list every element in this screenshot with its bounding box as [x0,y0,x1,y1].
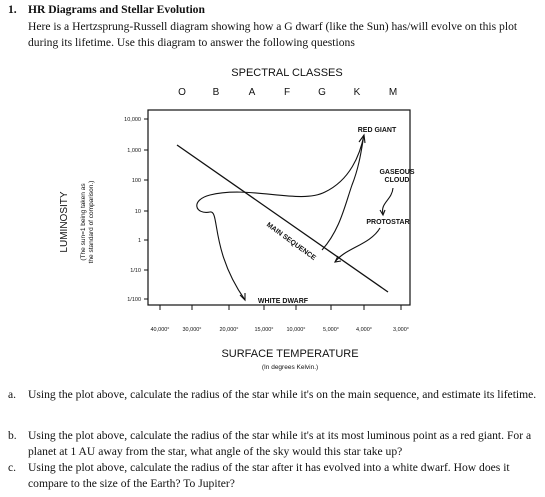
y-tick-label: 100 [132,178,141,184]
hr-diagram: SPECTRAL CLASSES LUMINOSITY (The sun=1 b… [59,67,415,371]
y-tick-label: 1/100 [127,297,141,303]
x-tick-label: 5,000° [323,327,339,333]
red-giant-label: RED GIANT [358,127,397,134]
white-dwarf-label: WHITE DWARF [258,298,309,305]
arrowhead [358,133,366,144]
protostar-to-main [334,227,381,263]
x-tick-label: 20,000° [219,327,238,333]
spectral-class: F [284,87,290,98]
spectral-class: O [178,87,186,98]
main-sequence-label: MAIN SEQUENCE [265,222,317,263]
part-text: Using the plot above, calculate the radi… [28,388,537,401]
arrowhead [334,255,342,263]
part-text: Using the plot above, calculate the radi… [28,461,510,490]
part-letter: a. [8,388,17,401]
y-tick-label: 1,000 [127,148,141,154]
x-tick-label: 10,000° [286,327,305,333]
x-tick-label: 40,000° [150,327,169,333]
y-tick-label: 10,000 [124,117,141,123]
spectral-class: B [213,87,220,98]
part-text: Using the plot above, calculate the radi… [28,429,532,458]
spectral-class: M [389,87,397,98]
y-label: LUMINOSITY [59,191,70,252]
protostar-label: PROTOSTAR [366,219,409,226]
spectral-class: A [249,87,256,98]
post-main-track [196,134,365,301]
x-tick-label: 15,000° [254,327,273,333]
question-number: 1. [8,3,17,16]
main-sequence-line [176,144,389,293]
part-letter: c. [8,461,17,474]
evolution-path [196,133,394,302]
y-tick-label: 1 [138,238,141,244]
question-title: HR Diagrams and Stellar Evolution [28,3,205,16]
spectral-class: G [318,87,326,98]
y-tick-label: 1/10 [130,268,141,274]
gaseous-cloud-label: CLOUD [385,177,410,184]
x-label: SURFACE TEMPERATURE [221,348,358,360]
part-letter: b. [8,429,17,442]
cloud-to-protostar [381,187,394,215]
gaseous-cloud-label: GASEOUS [379,169,414,176]
y-tick-label: 10 [135,209,141,215]
arrowhead [239,293,246,302]
x-tick-label: 30,000° [182,327,201,333]
x-sublabel: (In degrees Kelvin.) [262,364,318,371]
top-label: SPECTRAL CLASSES [231,67,342,79]
spectral-class: K [354,87,361,98]
x-tick-label: 3,000° [393,327,409,333]
y-sublabel: (The sun=1 being taken as [80,183,87,261]
y-sublabel: the standard of comparison.) [88,181,95,264]
arrowhead [379,209,386,217]
question-intro: Here is a Hertzsprung-Russell diagram sh… [28,20,518,49]
plot-frame [147,109,411,306]
x-tick-label: 4,000° [356,327,372,333]
